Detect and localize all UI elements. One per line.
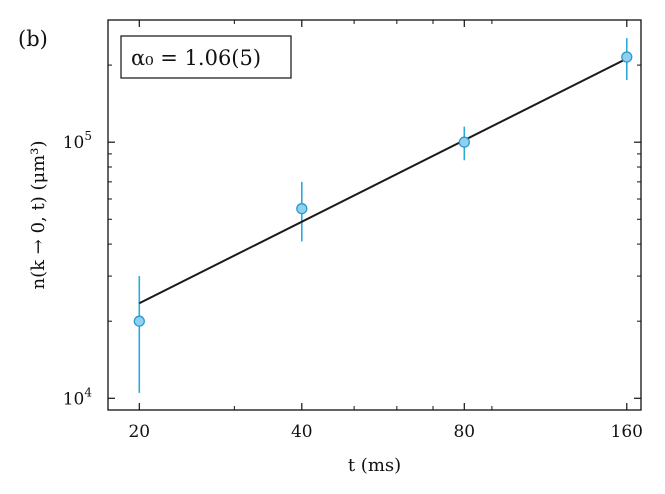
data-point	[458, 136, 470, 148]
x-tick-label: 40	[291, 422, 313, 442]
panel-label: (b)	[18, 27, 48, 51]
x-axis-label: t (ms)	[348, 455, 401, 476]
x-tick-label: 20	[128, 422, 150, 442]
major-ticks	[108, 20, 641, 410]
annotation-box: α₀ = 1.06(5)	[120, 35, 292, 79]
x-tick-label: 160	[611, 422, 643, 442]
data-markers	[133, 51, 633, 327]
x-tick-label: 80	[453, 422, 475, 442]
x-tick-labels: 20 40 80 160	[128, 422, 643, 442]
data-point	[621, 51, 633, 63]
annotation-text: α₀ = 1.06(5)	[131, 46, 261, 70]
y-axis-label: n(k → 0, t) (μm³)	[28, 141, 49, 290]
data-point	[296, 203, 308, 215]
errorbars	[138, 38, 628, 393]
y-tick-labels: 104 105	[63, 129, 93, 409]
y-tick-label: 105	[63, 129, 92, 153]
minor-ticks	[108, 20, 641, 410]
data-point	[133, 315, 145, 327]
fit-line	[138, 57, 628, 305]
axes-frame	[107, 19, 642, 411]
y-tick-label: 104	[63, 385, 93, 409]
